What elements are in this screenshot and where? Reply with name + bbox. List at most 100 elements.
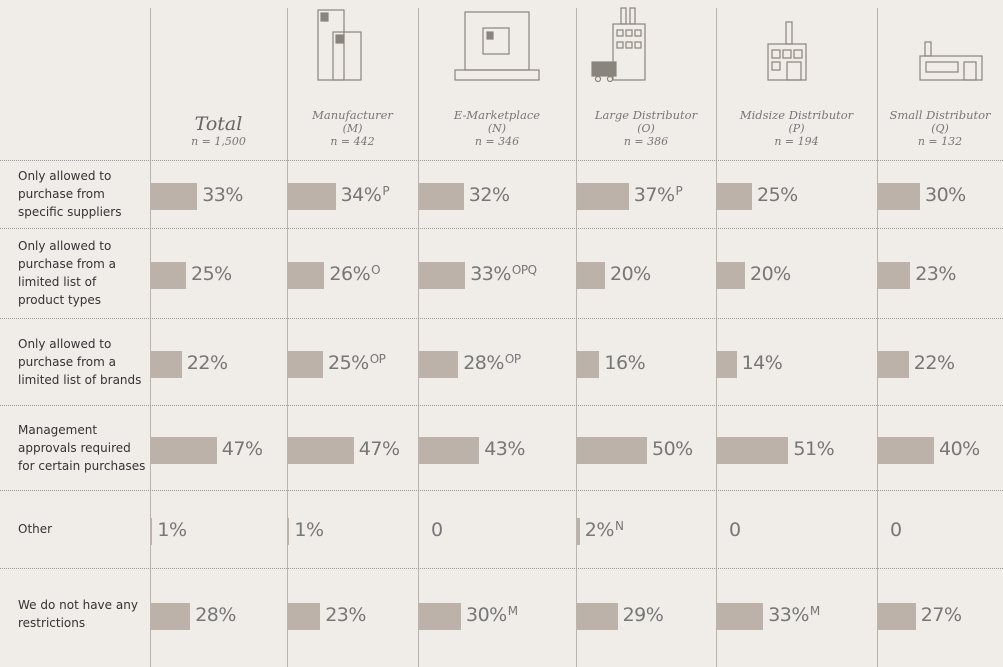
sample-size: n = 442 bbox=[330, 135, 375, 148]
value-label: 32% bbox=[469, 184, 510, 206]
value-label: 30%M bbox=[466, 604, 518, 626]
value-label: 14% bbox=[742, 352, 783, 374]
value-text: 23% bbox=[325, 604, 366, 626]
value-label: 50% bbox=[652, 438, 693, 460]
value-label: 28% bbox=[195, 604, 236, 626]
value-text: 20% bbox=[750, 263, 791, 285]
value-label: 51% bbox=[793, 438, 834, 460]
column-divider bbox=[716, 8, 717, 667]
value-label: 1% bbox=[294, 519, 324, 541]
value-text: 30% bbox=[925, 184, 966, 206]
bar bbox=[878, 603, 916, 630]
value-label: 26%O bbox=[329, 263, 380, 285]
value-label: 34%P bbox=[341, 184, 390, 206]
bar bbox=[577, 436, 647, 464]
value-text: 29% bbox=[622, 604, 664, 626]
midsize-distributor-icon bbox=[767, 21, 807, 81]
bar bbox=[151, 262, 186, 289]
sample-size: n = 194 bbox=[774, 135, 819, 148]
value-text: 0 bbox=[431, 519, 443, 541]
bar bbox=[288, 262, 325, 289]
significance-letters: M bbox=[809, 604, 820, 618]
column-divider bbox=[877, 8, 878, 667]
bar bbox=[288, 603, 321, 630]
value-text: 1% bbox=[294, 519, 324, 541]
column-code: (P) bbox=[788, 122, 805, 135]
value-text: 0 bbox=[890, 519, 902, 541]
value-label: 37%P bbox=[633, 184, 683, 206]
sample-size: n = 132 bbox=[917, 135, 963, 148]
value-label: 2%N bbox=[585, 519, 624, 541]
bar bbox=[288, 436, 354, 464]
column-name: Large Distributor bbox=[594, 108, 698, 122]
value-text: 50% bbox=[652, 437, 693, 460]
value-label: 47% bbox=[222, 438, 263, 460]
value-label: 40% bbox=[939, 438, 980, 460]
value-label: 22% bbox=[914, 352, 955, 374]
bar bbox=[717, 262, 745, 289]
significance-letters: O bbox=[371, 263, 381, 277]
value-text: 37% bbox=[633, 184, 675, 206]
bar bbox=[717, 436, 789, 464]
bar bbox=[878, 183, 920, 210]
row-divider bbox=[0, 318, 1003, 319]
bar bbox=[151, 183, 198, 210]
column-code: (O) bbox=[637, 122, 655, 135]
value-text: 43% bbox=[484, 437, 525, 460]
bar bbox=[151, 603, 191, 630]
significance-letters: P bbox=[675, 184, 683, 198]
value-text: 0 bbox=[729, 519, 741, 541]
value-text: 25% bbox=[328, 351, 369, 374]
row-divider bbox=[0, 228, 1003, 229]
column-name: Total bbox=[194, 113, 243, 135]
value-label: 33%M bbox=[768, 604, 820, 626]
row-label: We do not have any restrictions bbox=[18, 598, 138, 630]
large-distributor-icon bbox=[591, 7, 646, 83]
column-divider bbox=[150, 8, 151, 667]
value-label: 23% bbox=[325, 604, 366, 626]
value-text: 47% bbox=[358, 437, 400, 460]
column-divider bbox=[418, 8, 419, 667]
value-text: 22% bbox=[913, 351, 955, 374]
significance-letters: OPQ bbox=[511, 263, 537, 277]
bar bbox=[288, 518, 290, 545]
small-distributor-icon bbox=[919, 41, 983, 81]
value-text: 30% bbox=[466, 604, 507, 626]
bar bbox=[419, 262, 466, 289]
significance-letters: N bbox=[614, 519, 624, 533]
value-text: 14% bbox=[741, 351, 783, 374]
column-name: E-Marketplace bbox=[453, 108, 541, 122]
bar bbox=[151, 350, 182, 378]
row-label: Only allowed to purchase from a limited … bbox=[18, 336, 142, 387]
column-divider bbox=[287, 8, 288, 667]
significance-letters: OP bbox=[504, 351, 521, 366]
value-text: 33% bbox=[768, 604, 809, 626]
value-label: 47% bbox=[359, 438, 400, 460]
bar bbox=[577, 603, 618, 630]
value-label: 27% bbox=[921, 604, 962, 626]
manufacturer-icon bbox=[317, 9, 362, 81]
bar bbox=[151, 518, 153, 545]
significance-letters: OP bbox=[369, 351, 386, 366]
sample-size: n = 1,500 bbox=[191, 135, 246, 148]
value-label: 0 bbox=[431, 519, 443, 541]
value-text: 1% bbox=[157, 519, 187, 541]
value-label: 25% bbox=[191, 263, 232, 285]
column-header: Small Distributor (Q) n = 132 bbox=[877, 80, 1003, 148]
bar bbox=[577, 350, 600, 378]
value-text: 33% bbox=[202, 184, 243, 206]
row-divider bbox=[0, 405, 1003, 406]
row-label: Management approvals required for certai… bbox=[18, 422, 146, 473]
column-code: (N) bbox=[487, 122, 507, 135]
bar bbox=[878, 436, 934, 464]
bar bbox=[878, 350, 909, 378]
value-text: 51% bbox=[793, 437, 835, 460]
bar bbox=[717, 350, 737, 378]
value-text: 33% bbox=[470, 263, 511, 285]
value-label: 25%OP bbox=[328, 351, 386, 374]
value-label: 43% bbox=[484, 438, 525, 460]
value-text: 26% bbox=[329, 263, 371, 285]
column-name: Midsize Distributor bbox=[739, 108, 854, 122]
icons bbox=[317, 7, 983, 83]
value-label: 23% bbox=[915, 263, 956, 285]
